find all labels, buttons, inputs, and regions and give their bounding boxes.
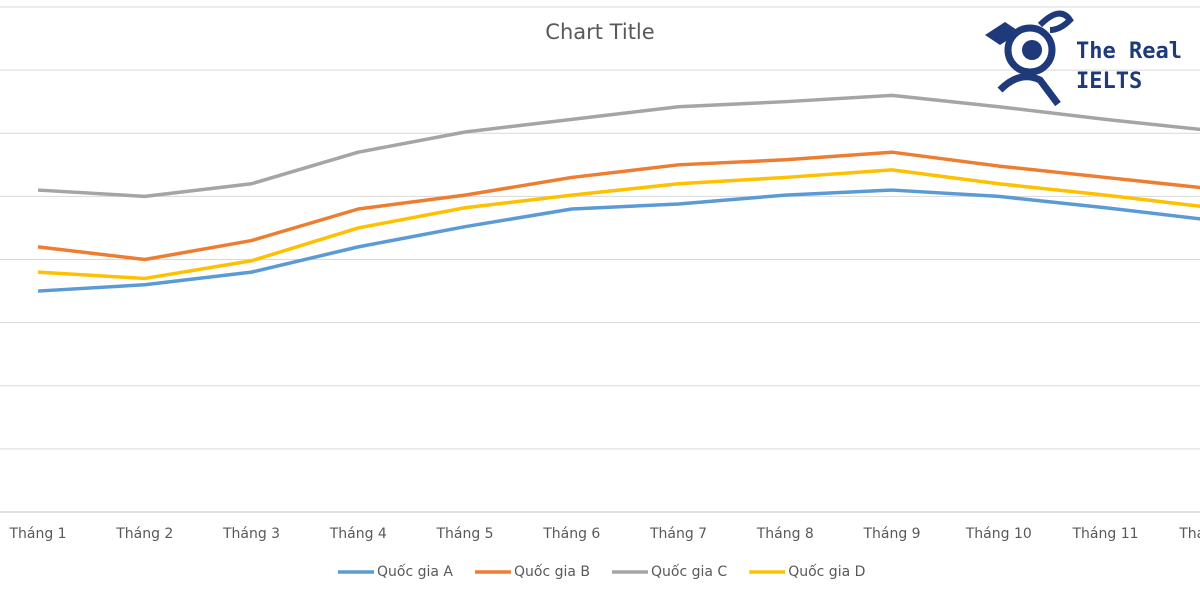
x-tick-label: Tháng 10 [965,526,1032,542]
legend-label: Quốc gia B [514,563,590,580]
x-tick-label: Tháng 6 [542,526,600,542]
logo: The Real IELTS [985,10,1182,107]
logo-icon [1037,10,1074,33]
legend-label: Quốc gia C [651,563,727,580]
logo-icon [1022,40,1042,60]
legend: Quốc gia A Quốc gia B Quốc gia C Quốc gia D [338,563,865,580]
x-tick-label: Tháng 4 [329,526,387,542]
series-line [37,188,1200,293]
legend-label: Quốc gia A [377,563,453,580]
x-tick-label: Tháng 1 [8,526,66,542]
plot: Tháng 1 Tháng 2 Tháng 3 Tháng 4 Tháng 5 Tháng… [0,6,1200,580]
series-line [37,168,1200,281]
x-tick-label: Tháng 5 [435,526,493,542]
logo-icon [997,73,1061,107]
series-line [37,93,1200,199]
x-tick-label: Tháng 3 [222,526,280,542]
series-line [37,150,1200,262]
x-tick-label: Tháng 7 [649,526,707,542]
logo-text: The Real [1076,39,1182,64]
x-tick-label: Tháng 12 [1178,526,1200,542]
logo-icon [985,22,1020,45]
chart-title: Chart Title [545,20,654,44]
logo-icon [1004,24,1056,76]
legend-label: Quốc gia D [788,563,865,580]
x-tick-label: Tháng 2 [115,526,173,542]
x-tick-label: Tháng 9 [862,526,920,542]
x-tick-label: Tháng 11 [1071,526,1138,542]
x-tick-label: Tháng 8 [756,526,814,542]
logo-text: IELTS [1076,69,1142,94]
